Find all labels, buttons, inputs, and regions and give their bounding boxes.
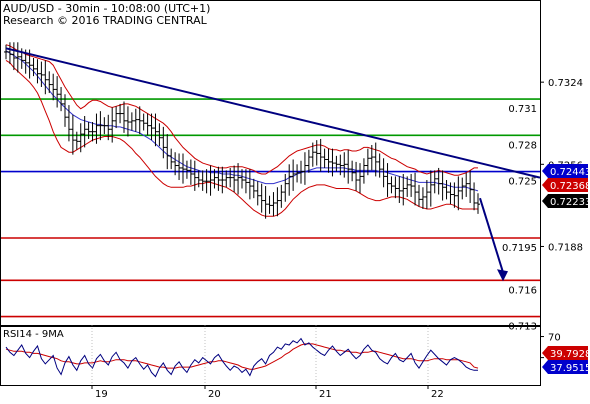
x-tick-label-0: 19 — [95, 389, 108, 400]
level-label-0: 0.731 — [508, 104, 537, 115]
price-tag-label-2: 0.72233 — [550, 197, 590, 208]
chart-header-source: Research © 2016 TRADING CENTRAL — [3, 14, 208, 27]
rsi-tag-0: 39.7928 — [542, 346, 590, 360]
y-tick-label-2: 0.7188 — [548, 242, 583, 253]
rsi-tag-1: 37.9515 — [542, 360, 590, 374]
level-label-4: 0.716 — [508, 285, 537, 296]
rsi-tag-label-0: 39.7928 — [550, 349, 590, 360]
price-tag-0: 0.72443 — [542, 164, 590, 178]
x-tick-label-1: 20 — [208, 389, 221, 400]
level-label-2: 0.725 — [508, 177, 537, 188]
price-tag-label-0: 0.72443 — [550, 167, 590, 178]
level-label-3: 0.7195 — [502, 243, 537, 254]
x-tick-label-3: 22 — [431, 389, 444, 400]
rsi-y-tick-label-0: 70 — [548, 333, 561, 344]
x-tick-label-2: 21 — [319, 389, 332, 400]
level-label-5: 0.713 — [508, 322, 537, 333]
rsi-tag-label-1: 37.9515 — [550, 363, 590, 374]
rsi-panel-title: RSI14 - 9MA — [3, 329, 64, 340]
level-label-1: 0.728 — [508, 140, 537, 151]
price-tag-label-1: 0.72368 — [550, 181, 590, 192]
price-tag-1: 0.72368 — [542, 178, 590, 192]
y-tick-label-0: 0.7324 — [548, 78, 583, 89]
price-tag-2: 0.72233 — [542, 194, 590, 208]
